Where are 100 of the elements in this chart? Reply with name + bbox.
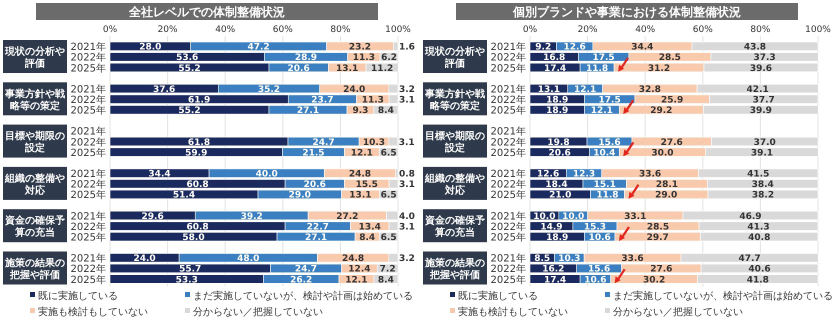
y-tick-label: 2025年	[70, 104, 106, 117]
data-label: 58.0	[182, 233, 205, 243]
data-label: 8.4	[359, 233, 376, 243]
y-tick-label: 2022年	[490, 220, 526, 233]
data-label: 24.8	[348, 170, 372, 180]
y-tick-label: 2021年	[490, 210, 526, 222]
y-tick-label: 2021年	[70, 210, 106, 222]
y-tick-label: 2021年	[70, 41, 106, 54]
chart-title: 全社レベルでの体制整備状況	[128, 5, 285, 19]
data-label: 30.2	[643, 275, 666, 286]
data-label: 4.0	[399, 212, 415, 222]
data-label: 41.5	[747, 170, 770, 180]
y-tick-label: 2022年	[490, 136, 526, 148]
x-tick-label: 40%	[215, 25, 236, 35]
data-label: 3.1	[398, 138, 415, 148]
data-label: 33.6	[621, 254, 644, 264]
data-label: 28.0	[139, 42, 162, 53]
data-label: 28.5	[646, 222, 670, 232]
data-label: 33.1	[624, 212, 646, 222]
data-label: 24.0	[343, 84, 366, 95]
data-label: 38.4	[752, 180, 774, 190]
data-label: 29.0	[288, 190, 311, 201]
data-label: 13.1	[336, 64, 358, 74]
text: 目標や期限の設定	[5, 130, 65, 154]
y-tick-label: 2022年	[70, 263, 106, 276]
y-tick-label: 2022年	[70, 220, 106, 233]
data-label: 32.8	[638, 84, 661, 95]
data-label: 14.9	[540, 222, 563, 232]
text: 組織の整備や対応	[4, 172, 65, 196]
data-label: 22.7	[306, 222, 329, 232]
data-label: 48.0	[237, 254, 260, 264]
data-label: 39.9	[750, 106, 772, 116]
y-tick-label: 2021年	[70, 83, 106, 96]
text: 事業方針や戦略等の策定	[4, 88, 65, 112]
text: 事業方針や戦略等の策定	[424, 88, 485, 112]
data-label: 10.3	[362, 138, 386, 148]
data-label: 43.8	[744, 42, 766, 53]
text: 資金の確保予算の充当	[4, 214, 65, 239]
data-label: 8.4	[378, 275, 394, 286]
data-label: 27.1	[304, 233, 328, 243]
y-tick-label: 2025年	[490, 232, 526, 244]
data-label: 6.5	[380, 148, 397, 158]
data-label: 37.6	[153, 84, 176, 95]
data-label: 6.2	[381, 53, 398, 64]
data-label: 34.4	[631, 42, 654, 53]
chart-title: 個別ブランドや事業における体制整備状況	[512, 5, 741, 19]
legend-label: まだ実施していないが、検討や計画は始めている	[613, 290, 833, 302]
data-label: 55.2	[178, 64, 201, 74]
data-label: 3.2	[399, 84, 415, 95]
x-tick-label: 40%	[635, 25, 656, 35]
data-label: 13.1	[349, 190, 372, 201]
data-label: 11.3	[352, 53, 375, 64]
data-label: 10.6	[584, 275, 606, 286]
y-tick-label: 2025年	[70, 274, 106, 286]
y-tick-label: 2025年	[490, 62, 526, 74]
data-label: 21.5	[302, 148, 325, 158]
data-label: 59.9	[185, 148, 208, 158]
data-label: 15.5	[356, 180, 378, 190]
data-label: 17.4	[544, 275, 566, 286]
data-label: 9.3	[352, 106, 368, 116]
data-label: 20.6	[288, 64, 310, 74]
y-tick-label: 2021年	[490, 168, 526, 180]
data-label: 20.6	[304, 180, 326, 190]
data-label: 10.0	[533, 212, 556, 222]
x-tick-label: 20%	[578, 25, 598, 35]
data-label: 13.1	[538, 84, 560, 95]
data-label: 9.2	[535, 42, 552, 53]
y-tick-label: 2025年	[70, 146, 106, 159]
data-label: 12.1	[345, 275, 368, 286]
data-label: 20.6	[548, 148, 571, 158]
data-label: 3.1	[399, 222, 415, 232]
data-label: 17.5	[598, 96, 621, 106]
x-tick-label: 0%	[522, 25, 538, 35]
y-tick-label: 2021年	[70, 168, 106, 180]
data-label: 12.1	[350, 148, 373, 158]
data-label: 53.6	[176, 53, 198, 64]
data-label: 55.7	[179, 264, 202, 275]
data-label: 24.8	[342, 254, 364, 264]
data-label: 24.0	[133, 254, 156, 264]
data-label: 30.0	[651, 148, 674, 158]
text: 施策の結果の把握や評価	[4, 257, 65, 281]
data-label: 18.9	[546, 96, 568, 106]
data-label: 29.6	[142, 212, 164, 222]
x-tick-label: 80%	[330, 25, 351, 35]
data-label: 6.5	[380, 190, 397, 201]
legend-label: 分からない／把握していない	[613, 306, 743, 318]
data-label: 37.3	[753, 53, 776, 64]
data-label: 3.1	[399, 180, 415, 190]
y-tick-label: 2022年	[70, 52, 106, 64]
data-label: 17.4	[544, 64, 566, 74]
y-tick-label: 2022年	[70, 136, 106, 148]
data-label: 60.8	[186, 180, 209, 190]
data-label: 11.3	[362, 96, 384, 106]
x-tick-label: 60%	[272, 25, 294, 35]
y-tick-label: 2022年	[490, 94, 526, 106]
data-label: 37.0	[754, 138, 776, 148]
x-tick-label: 100%	[385, 25, 412, 35]
y-tick-label: 2022年	[490, 263, 526, 276]
data-label: 24.7	[312, 138, 335, 148]
text: 組織の整備や対応	[424, 172, 485, 196]
